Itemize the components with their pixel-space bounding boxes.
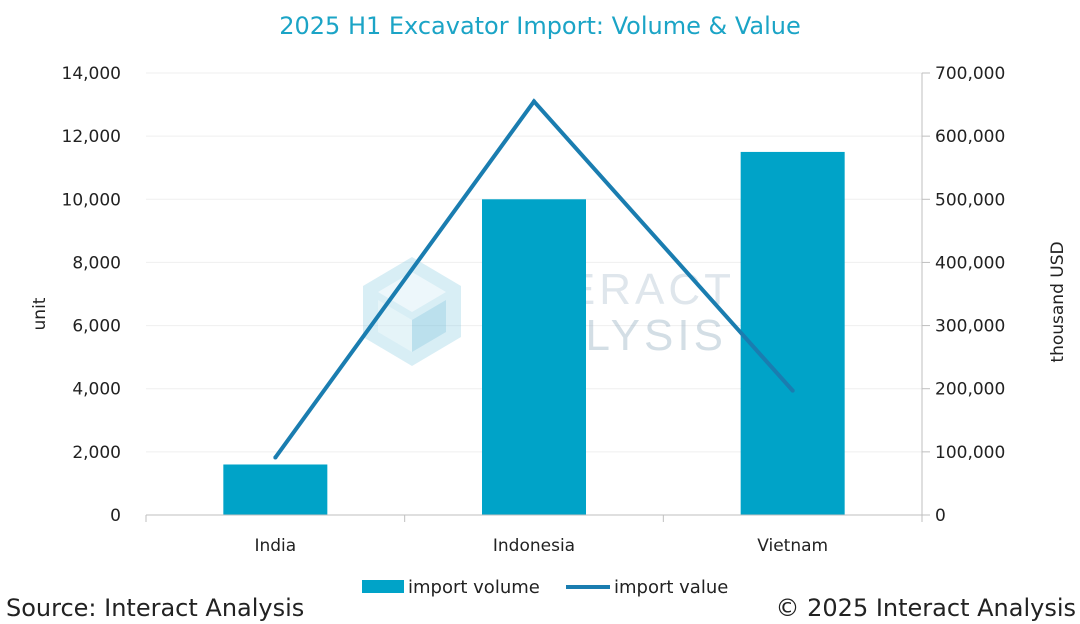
- x-tick-label: Indonesia: [493, 536, 575, 556]
- watermark-logo-icon: [363, 257, 461, 366]
- y2-tick-label: 700,000: [935, 64, 1005, 84]
- axes: 0 2,000 4,000 6,000 8,000 10,000 12,000 14,000 0…: [62, 64, 1006, 556]
- y-axis-label: unit: [30, 297, 50, 330]
- y-tick-label: 12,000: [62, 127, 121, 147]
- import-value-point-indonesia: [532, 99, 536, 104]
- legend-swatch-volume: [362, 580, 404, 593]
- chart-title: 2025 H1 Excavator Import: Volume & Value: [279, 12, 801, 40]
- y-tick-label: 14,000: [62, 64, 121, 84]
- y-tick-label: 6,000: [72, 317, 121, 337]
- bars: [223, 151, 845, 516]
- y2-tick-label: 600,000: [935, 127, 1005, 147]
- y2-tick-label: 200,000: [935, 380, 1005, 400]
- y2-tick-label: 300,000: [935, 317, 1005, 337]
- legend-label-value: import value: [614, 577, 728, 598]
- x-tick-label: India: [254, 536, 296, 556]
- y2-tick-label: 400,000: [935, 253, 1005, 273]
- bar-vietnam: [740, 151, 845, 515]
- y2-axis-label: thousand USD: [1048, 241, 1068, 362]
- y-tick-label: 0: [110, 506, 121, 526]
- import-value-point-vietnam: [790, 388, 795, 393]
- bar-india: [223, 464, 328, 515]
- y-tick-label: 8,000: [72, 253, 121, 273]
- x-tick-label: Vietnam: [757, 536, 828, 556]
- y2-tick-label: 0: [935, 506, 946, 526]
- y-tick-label: 10,000: [62, 190, 121, 210]
- legend: import volume import value: [362, 577, 728, 598]
- source-note: Source: Interact Analysis: [6, 594, 305, 622]
- y-tick-label: 2,000: [72, 443, 121, 463]
- import-value-point-india: [273, 455, 278, 460]
- y-tick-label: 4,000: [72, 380, 121, 400]
- bar-indonesia: [482, 199, 586, 516]
- y2-tick-label: 500,000: [935, 190, 1005, 210]
- legend-label-volume: import volume: [408, 577, 540, 598]
- copyright-note: © 2025 Interact Analysis: [775, 594, 1077, 622]
- y2-tick-label: 100,000: [935, 443, 1005, 463]
- value-line: [273, 98, 795, 460]
